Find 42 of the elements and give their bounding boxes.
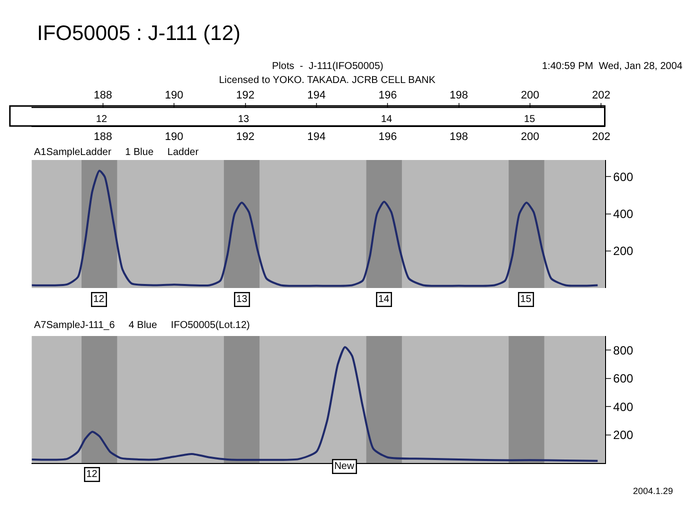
annotation: 12 [86, 469, 98, 480]
text: 12 [96, 114, 108, 125]
x2-tick-label: 198 [450, 90, 468, 102]
y-tick-label: 800 [613, 343, 634, 358]
text: 15 [524, 114, 536, 125]
x-tick-label: 194 [307, 131, 326, 144]
x2-tick-label: 190 [164, 90, 184, 102]
annotation: 13 [236, 294, 248, 306]
line-series [32, 346, 599, 462]
text: 14 [381, 114, 393, 125]
x2-tick-label: 202 [592, 90, 610, 102]
line-series [32, 170, 599, 287]
y-tick-label: 400 [613, 400, 634, 414]
x2-tick-label: 192 [236, 90, 254, 102]
x2-tick-label: 188 [94, 90, 112, 102]
y-tick-label: 600 [613, 372, 634, 386]
y-tick-label: 600 [613, 170, 634, 184]
y-tick-label: 200 [613, 428, 634, 442]
annotation: 12 [93, 294, 105, 306]
x-tick-label: 190 [164, 131, 184, 144]
x-tick-label: 192 [236, 131, 254, 144]
text: Plots - J-111(IFO50005) [272, 61, 384, 72]
x2-tick-label: 200 [520, 90, 540, 102]
text: 2004.1.29 [633, 486, 674, 496]
annotation: 14 [378, 294, 390, 306]
x-tick-label: 196 [378, 131, 397, 144]
y-tick-label: 200 [613, 244, 634, 258]
x-tick-label: 200 [520, 131, 540, 144]
annotation: 15 [520, 294, 532, 306]
text: Licensed to YOKO. TAKADA. JCRB CELL BANK [219, 75, 436, 86]
annotation: New [334, 461, 355, 472]
x-tick-label: 198 [450, 131, 468, 144]
x-tick-label: 188 [94, 131, 112, 144]
text: 13 [238, 114, 250, 125]
x2-tick-label: 194 [307, 90, 326, 102]
x2-tick-label: 196 [378, 90, 397, 102]
chart-title: IFO50005 : J-111 (12) [37, 22, 240, 45]
x-tick-label: 202 [592, 131, 610, 144]
text: 1:40:59 PM Wed, Jan 28, 2004 [542, 61, 683, 72]
chart-subtitle: A1SampleLadder 1 Blue Ladder [34, 147, 200, 158]
chart-subtitle: A7SampleJ-111_6 4 Blue IFO50005(Lot.12) [34, 320, 250, 331]
y-tick-label: 400 [613, 207, 634, 221]
